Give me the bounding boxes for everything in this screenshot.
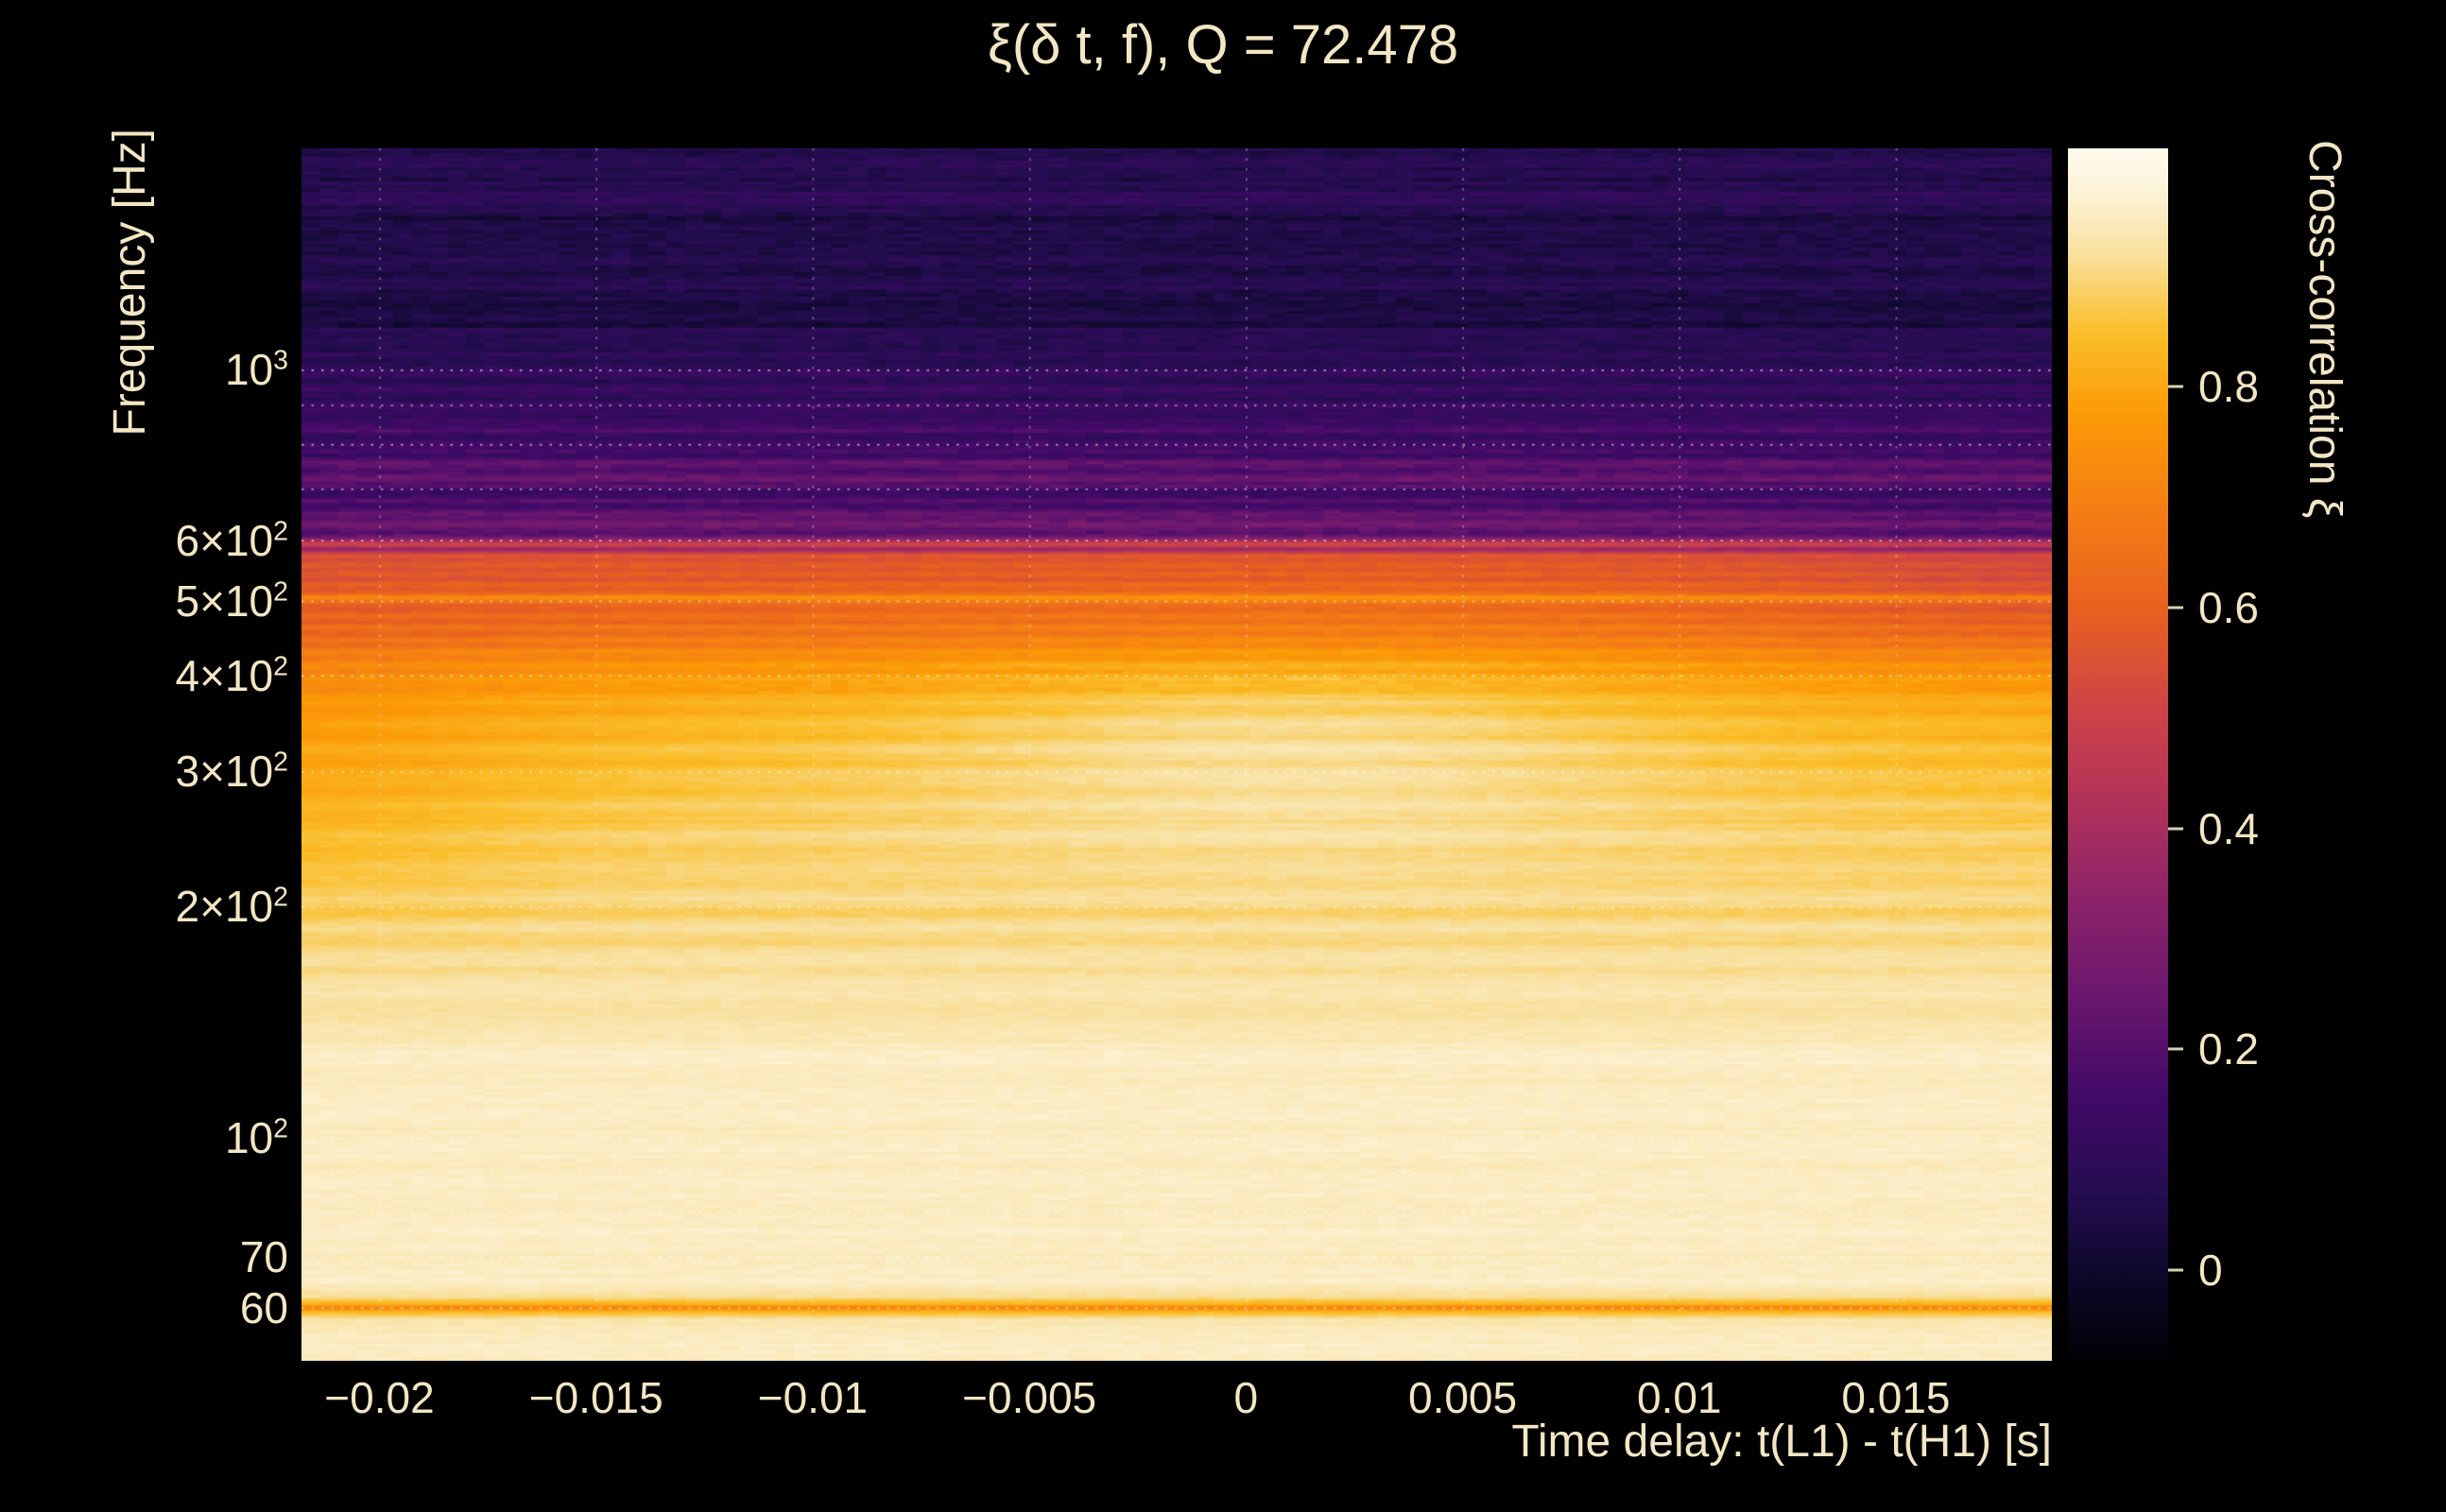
y-axis-label: Frequency [Hz] [105,129,155,437]
x-tick-label: −0.01 [757,1373,869,1422]
colorbar-label: Cross-correlation ξ [2300,140,2350,519]
y-tick-label: 5×102 [175,576,288,626]
x-tick-label: −0.015 [528,1373,663,1422]
y-tick-label: 70 [239,1231,288,1281]
colorbar-tick-mark [2168,606,2183,610]
x-axis-label: Time delay: t(L1) - t(H1) [s] [1511,1417,2052,1467]
plot-title: ξ(δ t, f), Q = 72.478 [987,14,1459,76]
x-tick-label: 0.005 [1407,1373,1518,1422]
colorbar-tick-label: 0.6 [2198,583,2259,633]
x-tick-label: 0.015 [1841,1373,1951,1422]
colorbar-tick-label: 0.2 [2198,1024,2259,1074]
y-tick-label: 6×102 [175,515,288,565]
colorbar-tick-label: 0.4 [2198,803,2259,853]
y-tick-label: 102 [224,1112,288,1162]
y-tick-label: 103 [224,345,288,395]
colorbar-tick-mark [2168,1268,2183,1272]
colorbar-tick-mark [2168,1047,2183,1051]
colorbar-tick-label: 0 [2198,1246,2223,1296]
y-tick-label: 3×102 [175,747,288,797]
colorbar-tick-mark [2168,385,2183,388]
x-tick-label: −0.02 [324,1373,435,1422]
x-tick-label: 0.01 [1636,1373,1722,1422]
colorbar-tick-label: 0.8 [2198,362,2259,412]
x-tick-label: −0.005 [962,1373,1097,1422]
x-tick-label: 0 [1233,1373,1259,1422]
y-tick-label: 60 [239,1283,288,1333]
colorbar-tick-mark [2168,827,2183,831]
colorbar [2068,148,2168,1361]
y-tick-label: 2×102 [175,882,288,932]
heatmap-canvas [301,148,2052,1361]
y-tick-label: 4×102 [175,650,288,700]
